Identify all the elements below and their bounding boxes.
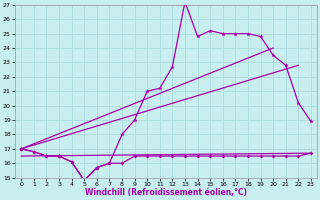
- X-axis label: Windchill (Refroidissement éolien,°C): Windchill (Refroidissement éolien,°C): [85, 188, 247, 197]
